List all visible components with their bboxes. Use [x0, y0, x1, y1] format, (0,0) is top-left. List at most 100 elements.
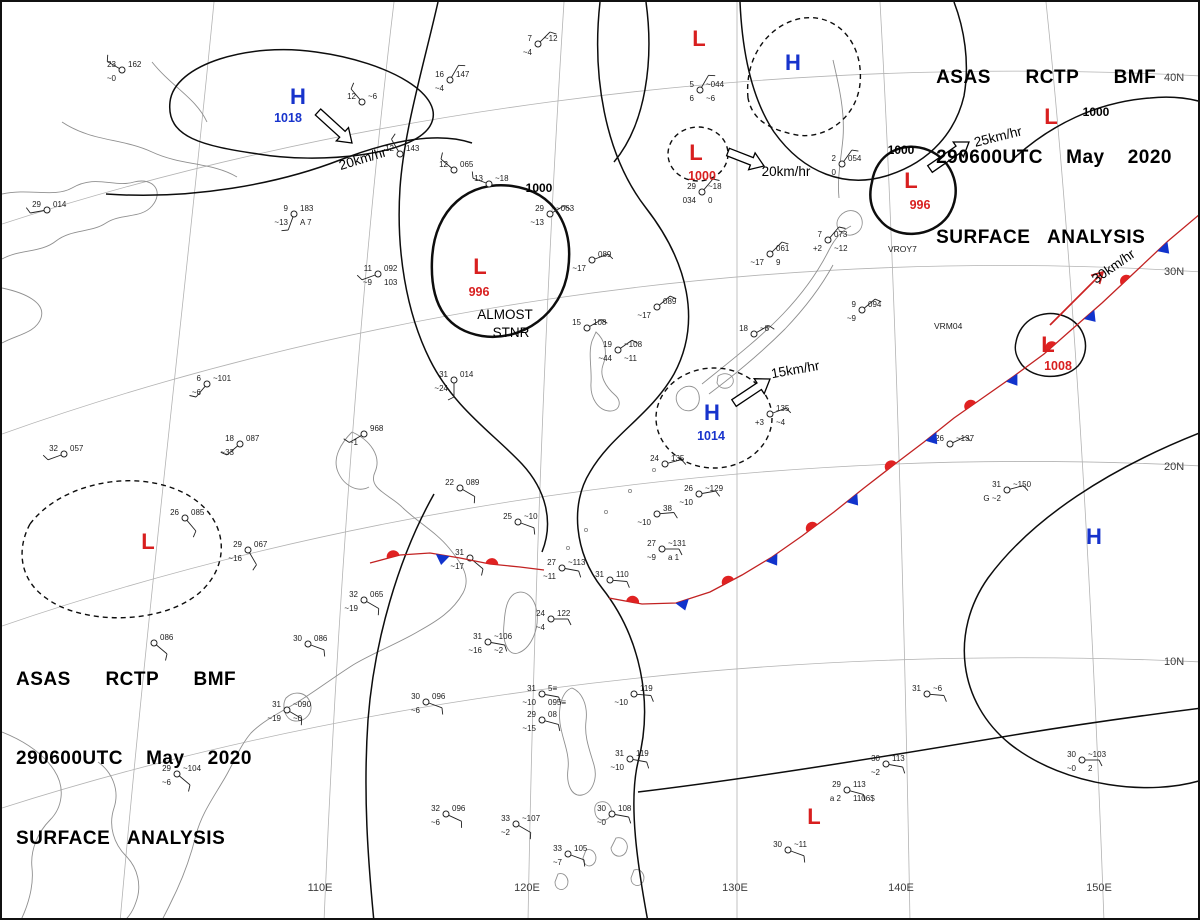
station-value: 30 [871, 754, 880, 763]
movement-arrow [314, 108, 353, 144]
isobar-label: 1000 [526, 181, 553, 195]
station-value: a 2 [830, 794, 842, 803]
wind-barb-feather [838, 226, 846, 229]
latitude-label: 40N [1164, 72, 1184, 84]
wind-barb-feather [601, 319, 608, 324]
station-value: 30 [773, 840, 782, 849]
station-plot: 086 [150, 633, 174, 661]
station-value: 29 [162, 764, 171, 773]
station-plot: 089 ~17 [637, 295, 677, 320]
wind-barb-shaft [552, 205, 565, 213]
wind-barb-shaft [849, 790, 864, 795]
meridian-line [1045, 2, 1105, 918]
station-circle [583, 324, 591, 332]
isobar-1000 [869, 145, 957, 235]
station-plot: 26 ~129 ~10 [679, 484, 723, 507]
dashed-isobar [655, 367, 773, 469]
station-value: 32 [49, 444, 58, 453]
wind-barb-feather [715, 490, 721, 497]
station-value: 095≡ [548, 698, 566, 707]
isobar-label: 1000 [888, 143, 915, 157]
wind-barb-feather [192, 530, 197, 538]
parallel-line [2, 70, 1198, 225]
wind-barb-shaft [703, 178, 714, 190]
station-circle [696, 86, 704, 94]
station-value: 31 [439, 370, 448, 379]
station-value: 31 [473, 632, 482, 641]
station-value: 968 [370, 424, 384, 433]
wind-barb-shaft [490, 642, 505, 646]
station-value: 096 [452, 804, 466, 813]
warm-front-symbol [626, 595, 640, 604]
wind-barb-feather [281, 229, 289, 232]
station-value: 22 [445, 478, 454, 487]
station-value: +3 [755, 418, 765, 427]
station-value: ~17 [450, 562, 464, 571]
isobar-1000 [1009, 96, 1198, 163]
warm-front-symbol [805, 521, 818, 533]
chart-title-line: SURFACE ANALYSIS [936, 226, 1146, 248]
station-circle [360, 596, 368, 604]
station-value: 014 [53, 200, 67, 209]
station-circle [882, 760, 890, 768]
station-value: 29 [687, 182, 696, 191]
station-value: ~12 [544, 34, 558, 43]
station-plot: 5 ~044 6 ~6 [690, 74, 725, 103]
wind-barb-feather [874, 298, 882, 303]
station-plot: 968 ~1 [343, 424, 384, 447]
isobars [105, 2, 1198, 918]
station-circle [450, 376, 458, 384]
station-value: 31 [912, 684, 921, 693]
station-value: 6 [197, 374, 202, 383]
station-plot: 9 183 ~13 A 7 [274, 204, 314, 232]
station-value: ~17 [637, 311, 651, 320]
cold-front-symbol [435, 554, 450, 565]
station-value: 061 [776, 244, 790, 253]
station-value: ~7 [553, 858, 563, 867]
station-plot: 31 ~106 ~16 ~2 [468, 632, 512, 655]
station-circle [606, 576, 614, 584]
station-value: 33 [501, 814, 510, 823]
station-plot: 23 162 ~0 [106, 54, 142, 83]
wind-barb-feather [165, 653, 168, 661]
station-value: ~107 [522, 814, 541, 823]
annotation-text: STNR [493, 325, 530, 340]
station-plot: 7 ~12 ~4 [523, 31, 558, 57]
wind-barb-feather [567, 618, 572, 626]
station-value: ~6 [192, 388, 202, 397]
station-value: 16 [435, 70, 444, 79]
station-value: 29 [527, 710, 536, 719]
wind-barb-feather [220, 451, 228, 456]
high-pressure-symbol: H [290, 84, 306, 109]
station-value: 27 [647, 539, 656, 548]
station-plot: 27 ~131 ~9 a 1 [647, 539, 687, 562]
coastline-japan [675, 385, 700, 412]
station-value: 110 [616, 570, 629, 579]
station-value: ~17 [750, 258, 764, 267]
wind-barb-shaft [564, 568, 579, 572]
station-value: 113 [892, 754, 905, 763]
dashed-isobar [21, 480, 222, 619]
station-circle [653, 510, 661, 518]
station-value: 9 [284, 204, 289, 213]
pressure-center-value: 996 [910, 198, 931, 212]
station-value: 11 [364, 264, 373, 273]
chart-title-line: ASAS RCTP BMF [936, 67, 1157, 89]
station-value: 6 [690, 94, 695, 103]
wind-barb-feather [1098, 759, 1103, 767]
wind-barb-feather [631, 339, 639, 344]
station-value: A 7 [300, 218, 312, 227]
low-pressure-symbol: L [1044, 104, 1057, 129]
coastline-taiwan [503, 591, 538, 654]
station-plot: 29 08 ~15 [522, 710, 561, 733]
station-value: 7 [818, 230, 823, 239]
station-value: 086 [314, 634, 328, 643]
coastline-island [610, 837, 628, 857]
station-value: ~4 [523, 48, 533, 57]
wind-barb-feather [1023, 485, 1029, 491]
station-circle [614, 346, 622, 354]
coastline-ryukyu-island [651, 467, 657, 473]
station-value: 31 [527, 684, 536, 693]
wind-barb-feather [681, 459, 687, 465]
